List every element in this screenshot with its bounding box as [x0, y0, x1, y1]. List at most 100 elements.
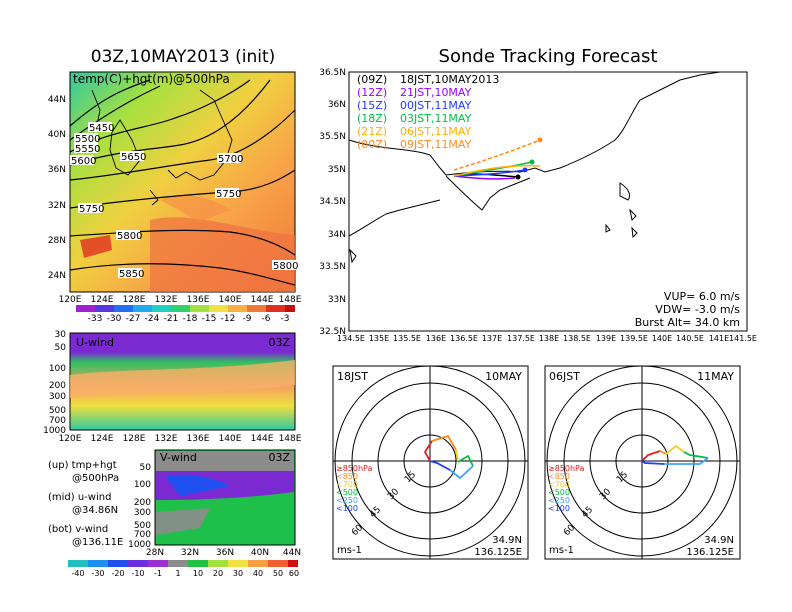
- lon-tick: 144E: [251, 295, 274, 305]
- endpoint-00z: [537, 137, 543, 143]
- pressure-tick: 1000: [43, 426, 66, 436]
- lon-tick: 135E: [369, 334, 389, 343]
- lon-tick: 132E: [155, 295, 178, 305]
- u-pressure-ticks: 30 50 100 200 300 500 700 1000: [43, 330, 66, 436]
- colorbar-label: -20: [111, 569, 124, 578]
- contour-label: 5800: [273, 261, 298, 272]
- track-map: (09Z) 18JST,10MAY2013 (12Z) 21JST,10MAY …: [319, 68, 757, 343]
- colorbar-label: -9: [243, 314, 252, 324]
- colorbar-label: 50: [273, 569, 283, 578]
- temperature-colorbar: -33 -30 -27 -24 -21 -18 -15 -12 -9 -6 -3: [76, 305, 295, 324]
- lat-tick: 44N: [48, 95, 66, 105]
- lon-tick: 138.5E: [563, 334, 591, 343]
- lon-tick: 144E: [251, 434, 274, 444]
- sonde-info: VUP= 6.0 m/s VDW= -3.0 m/s Burst Alt= 34…: [635, 290, 741, 329]
- contour-label: 5650: [121, 152, 146, 163]
- level-label: <850: [548, 472, 570, 481]
- legend-code: (00Z): [357, 138, 387, 151]
- hodograph-lon: 136.125E: [474, 547, 522, 558]
- pressure-tick: 50: [140, 463, 152, 473]
- level-label: <700: [336, 480, 358, 489]
- legend-note-sub: @34.86N: [72, 505, 118, 516]
- lat-tick: 36N: [328, 100, 346, 110]
- warm-patch: [160, 195, 230, 222]
- level-label: <100: [548, 504, 570, 513]
- endpoint-09z: [515, 174, 521, 180]
- contour-label: 5750: [216, 189, 241, 200]
- legend-code: (21Z): [357, 125, 387, 138]
- map-panel-label: temp(C)+hgt(m)@500hPa: [73, 72, 230, 86]
- hodograph-time: 06JST: [549, 370, 580, 383]
- v-wind-label: V-wind: [160, 451, 197, 464]
- contour-label: 5600: [71, 156, 96, 167]
- wind-colorbar-labels: -40 -30 -20 -10 -1 1 10 20 30 40 50 60: [71, 569, 299, 578]
- ascent-speed: VUP= 6.0 m/s: [664, 290, 740, 303]
- trajectory-21z: [453, 164, 541, 177]
- lat-tick: 33N: [328, 295, 346, 305]
- contour-label: 5450: [89, 123, 114, 134]
- lon-tick: 128E: [123, 434, 146, 444]
- legend-note-head: (up) tmp+hgt: [48, 460, 117, 471]
- u-wind-panel: U-wind 03Z 30 50 100 200 300 500 700 100…: [43, 330, 302, 444]
- temperature-colorbar-swatches: [76, 305, 295, 312]
- lat-tick: 28N: [146, 548, 164, 558]
- lat-tick: 36N: [216, 548, 234, 558]
- hodograph-unit: ms-1: [337, 545, 362, 556]
- hodograph-lat: 34.9N: [704, 535, 734, 546]
- colorbar-label: 40: [253, 569, 263, 578]
- legend-time: 06JST,11MAY: [400, 125, 472, 138]
- trajectory-endpoints: [515, 137, 543, 180]
- contour-label: 5700: [218, 154, 243, 165]
- pressure-tick: 700: [134, 530, 151, 540]
- lon-tick: 140E: [652, 334, 672, 343]
- pressure-tick: 500: [49, 406, 66, 416]
- lon-tick: 128E: [123, 295, 146, 305]
- lat-tick: 35.5N: [319, 132, 346, 142]
- lat-tick: 32N: [181, 548, 199, 558]
- v-wind-panel: V-wind 03Z 50 100 200 300 500 700 1000 2…: [128, 449, 301, 558]
- lat-tick: 32N: [48, 201, 66, 211]
- hodograph-rings: [333, 365, 528, 559]
- lat-tick: 36.5N: [319, 68, 346, 78]
- lat-tick: 32.5N: [319, 327, 346, 337]
- lon-tick: 148E: [279, 295, 302, 305]
- lon-tick: 139E: [596, 334, 616, 343]
- hodograph-left: 15 30 45 60 18JST 10MAY ≥850hPa <850 <70…: [332, 365, 529, 560]
- lon-tick: 141.5E: [729, 334, 757, 343]
- level-label: <500: [548, 488, 570, 497]
- left-title: 03Z,10MAY2013 (init): [91, 47, 276, 67]
- lon-tick: 148E: [279, 434, 302, 444]
- burst-altitude: Burst Alt= 34.0 km: [635, 316, 740, 329]
- legend-code: (15Z): [357, 99, 387, 112]
- lon-tick: 135.5E: [393, 334, 421, 343]
- lon-tick: 136E: [426, 334, 446, 343]
- hodograph-lat: 34.9N: [492, 535, 522, 546]
- legend-note-sub: @136.11E: [72, 537, 123, 548]
- lon-tick: 124E: [91, 434, 114, 444]
- v-pressure-ticks: 50 100 200 300 500 700 1000: [128, 463, 151, 550]
- v-wind-time: 03Z: [268, 451, 290, 464]
- contour-label: 5750: [79, 204, 104, 215]
- colorbar-label: -6: [262, 314, 271, 324]
- legend-note-head: (bot) v-wind: [48, 524, 108, 535]
- hodograph-right: 15 30 45 60 06JST 11MAY ≥850hPa <850 <70…: [544, 365, 741, 560]
- u-wind-jet: [70, 360, 295, 398]
- track-lon-ticks: 134.5E 135E 135.5E 136E 136.5E 137E 137.…: [337, 334, 757, 343]
- colorbar-label: -33: [88, 314, 103, 324]
- pressure-tick: 30: [55, 330, 67, 340]
- colorbar-label: 1: [175, 569, 180, 578]
- u-wind-label: U-wind: [76, 336, 114, 349]
- lat-tick: 28N: [48, 236, 66, 246]
- lat-tick: 33.5N: [319, 262, 346, 272]
- legend-time: 21JST,10MAY: [400, 86, 472, 99]
- wind-colorbar-swatches: [68, 560, 298, 567]
- hodograph-rings: [545, 365, 740, 559]
- lat-tick: 36N: [48, 165, 66, 175]
- hodograph-unit: ms-1: [549, 545, 574, 556]
- warm-spot: [80, 235, 112, 258]
- colorbar-label: 60: [289, 569, 299, 578]
- colorbar-label: -18: [183, 314, 198, 324]
- hodograph-date: 11MAY: [697, 370, 734, 383]
- u-lon-ticks: 120E 124E 128E 132E 136E 140E 144E 148E: [59, 434, 302, 444]
